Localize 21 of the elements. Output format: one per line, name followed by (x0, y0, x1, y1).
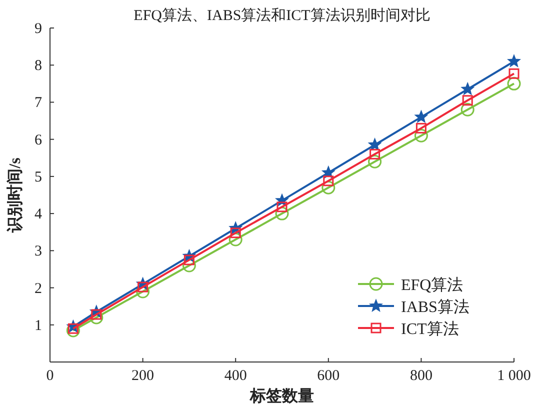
y-tick-label: 5 (34, 169, 42, 186)
x-tick-label: 1 000 (497, 368, 531, 384)
y-tick-label: 3 (34, 244, 42, 260)
x-tick-label: 200 (132, 368, 154, 384)
x-tick-label: 400 (224, 368, 247, 384)
legend-label: EFQ算法 (401, 276, 464, 294)
y-axis-title: 识别时间/s (6, 158, 24, 234)
y-tick-label: 2 (34, 280, 42, 297)
x-tick-label: 0 (46, 368, 54, 384)
x-tick-label: 800 (410, 368, 432, 384)
x-axis-title: 标签数量 (249, 387, 314, 405)
y-tick-label: 4 (34, 206, 42, 223)
y-tick-label: 8 (34, 58, 42, 74)
y-tick-label: 9 (34, 21, 42, 37)
y-tick-label: 6 (34, 132, 42, 148)
legend-label: IABS算法 (401, 298, 470, 316)
y-tick-label: 1 (34, 318, 42, 334)
y-tick-label: 7 (34, 95, 42, 112)
x-tick-label: 600 (317, 368, 340, 384)
chart-title: EFQ算法、IABS算法和ICT算法识别时间对比 (134, 7, 430, 24)
legend-label: ICT算法 (401, 320, 459, 338)
